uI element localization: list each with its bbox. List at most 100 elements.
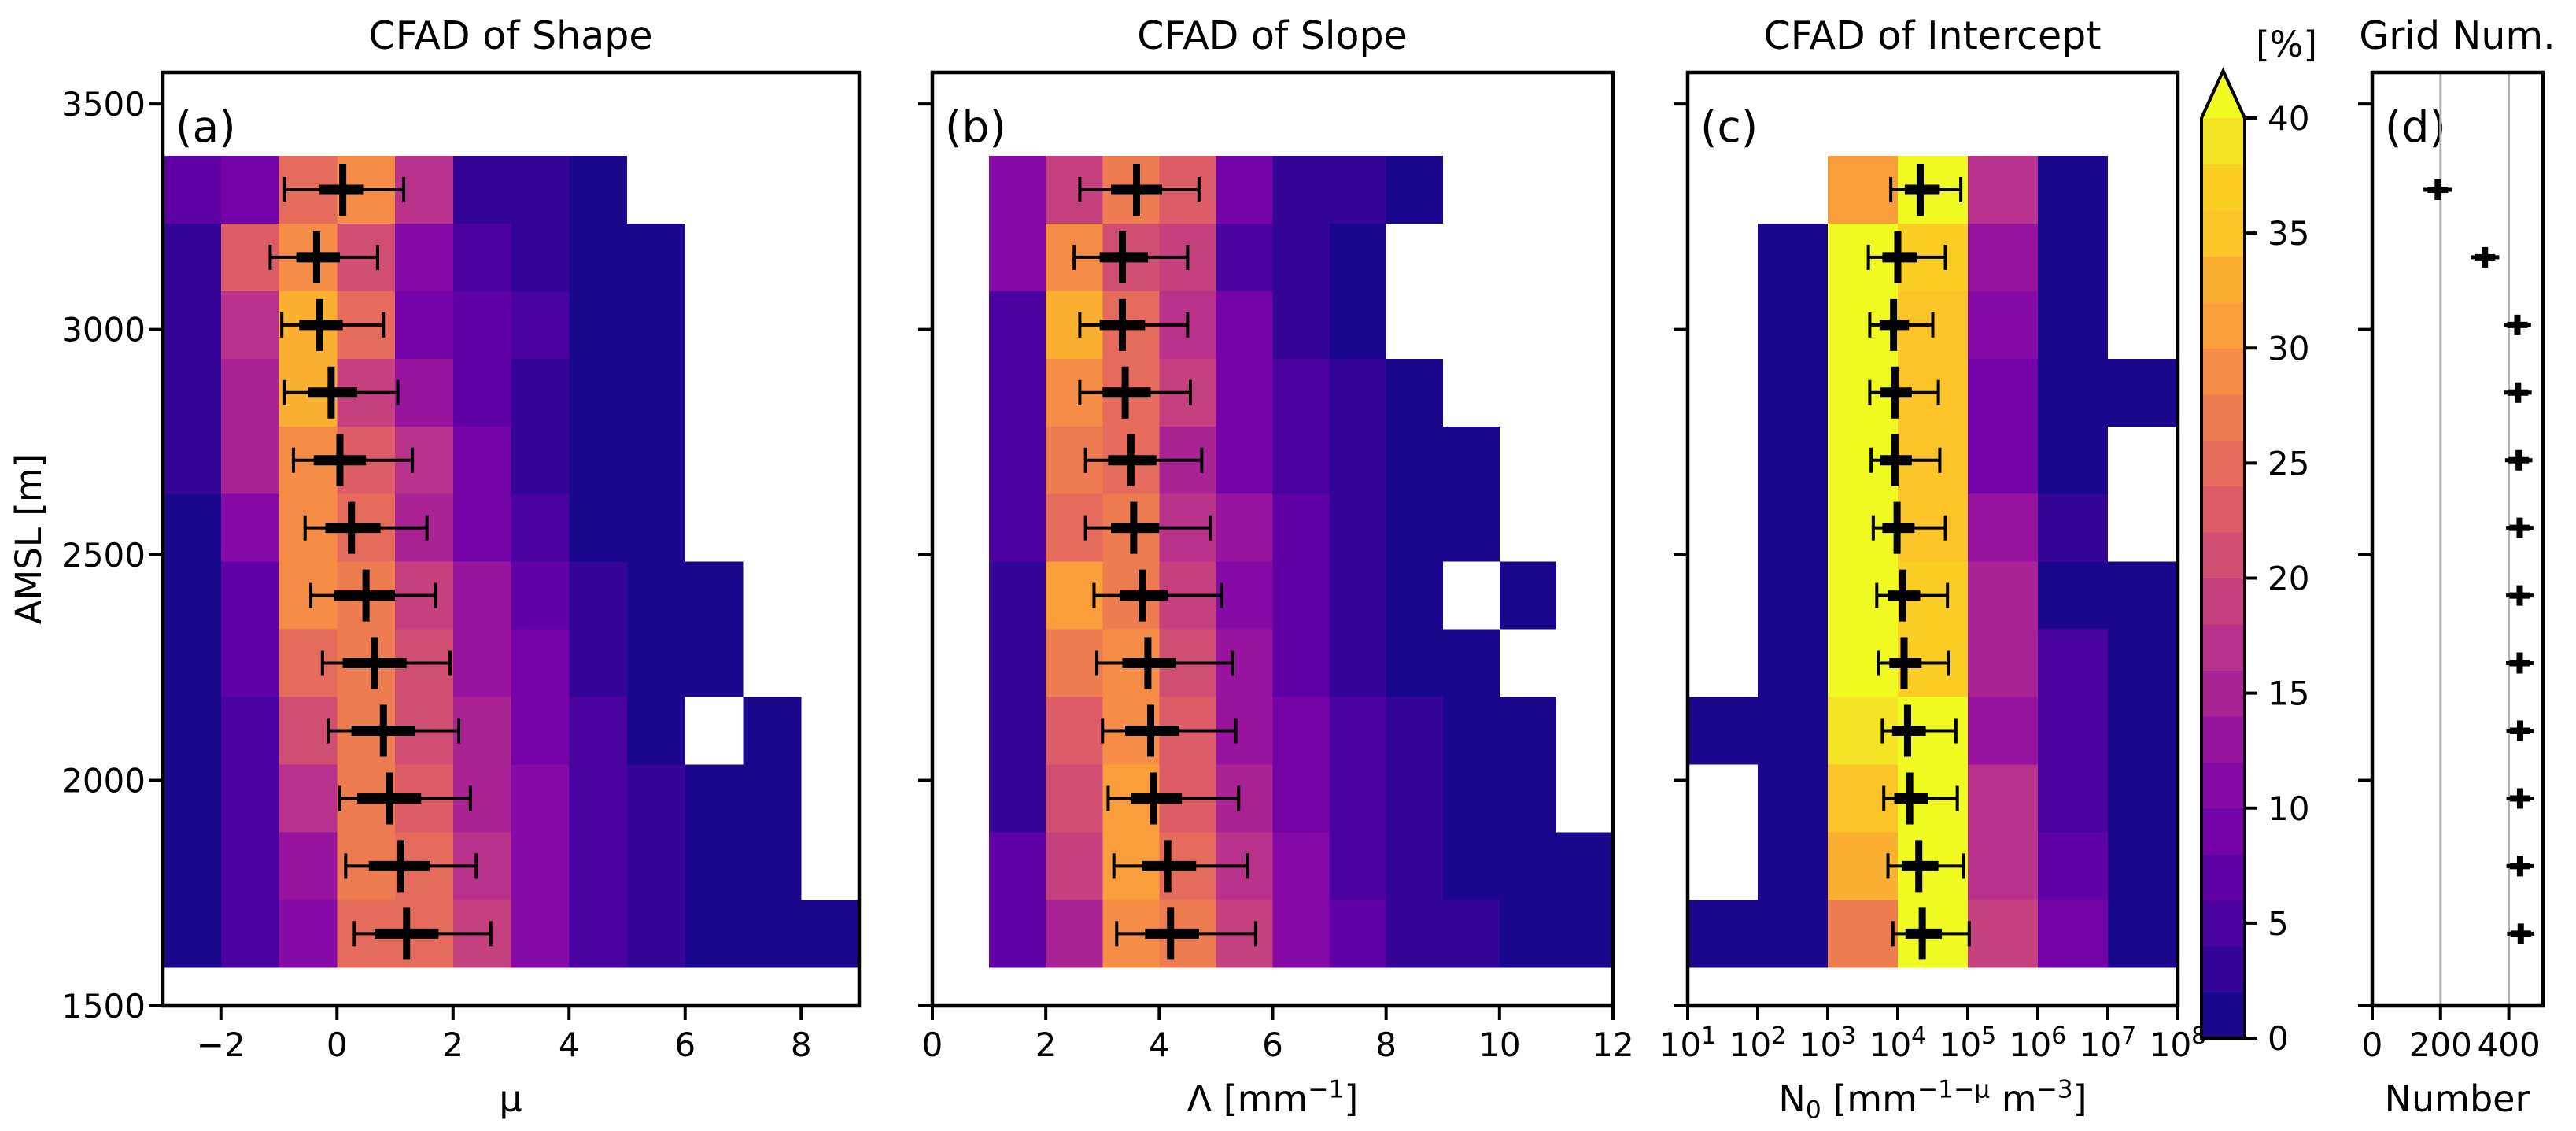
heatmap-cell	[1688, 900, 1758, 968]
heatmap-cell	[163, 764, 221, 833]
x-tick-label: 200	[2409, 1026, 2472, 1064]
x-tick-label: 0	[327, 1026, 348, 1064]
colorbar-band	[2201, 670, 2245, 717]
errorbar	[282, 163, 406, 216]
errorbar	[1882, 772, 1959, 825]
heatmap-cell	[1499, 832, 1556, 900]
heatmap-cell	[1386, 561, 1443, 630]
errorbar	[1083, 501, 1212, 554]
errorbar	[291, 434, 415, 486]
x-tick-label: 6	[674, 1026, 696, 1064]
heatmap-cell	[1968, 900, 2038, 968]
y-axis-label: AMSL [m]	[8, 454, 50, 625]
heatmap-cell	[1329, 832, 1386, 900]
heatmap-cell	[1386, 900, 1443, 968]
heatmap-cell	[1758, 629, 1828, 697]
heatmap-cell	[1499, 561, 1556, 630]
colorbar-tick-label: 30	[2268, 329, 2309, 368]
y-tick-label: 3500	[61, 85, 146, 124]
heatmap-cell	[685, 561, 744, 630]
colorbar-band	[2201, 118, 2245, 165]
heatmap-cell	[1968, 832, 2038, 900]
colorbar-tick-label: 0	[2268, 1019, 2289, 1058]
x-tick-label: 2	[442, 1026, 463, 1064]
heatmap-cell	[1329, 629, 1386, 697]
heatmap-cell	[1046, 832, 1103, 900]
y-tick-label: 3000	[61, 311, 146, 349]
panel-cfad-intercept: 101 102 103 104 105 106 107 108 N0 [mm−1−μ m−3]	[1659, 70, 2206, 1124]
x-tick-label: 400	[2478, 1026, 2541, 1064]
colorbar-band	[2201, 440, 2245, 487]
heatmap-cell	[1272, 493, 1330, 562]
errorbar	[1871, 501, 1947, 554]
colorbar-band	[2201, 946, 2245, 993]
heatmap-cell	[511, 493, 570, 562]
x-tick-label: 104	[1869, 1022, 1927, 1064]
colorbar-outline	[2200, 67, 2246, 1040]
heatmap-cell	[1758, 493, 1828, 562]
heatmap-cell	[685, 832, 744, 900]
heatmap-cell	[220, 426, 279, 494]
heatmap-cell	[743, 764, 802, 833]
heatmap-cell	[163, 493, 221, 562]
data-point	[2506, 652, 2534, 674]
heatmap-cell	[685, 629, 744, 697]
x-tick-label: 8	[791, 1026, 812, 1064]
heatmap-cell	[1758, 358, 1828, 427]
heatmap-cell	[2108, 358, 2178, 427]
heatmap-cell	[1272, 697, 1330, 765]
colorbar-tick-label: 25	[2268, 444, 2309, 482]
colorbar-band	[2201, 301, 2245, 349]
heatmap-cell	[1442, 697, 1500, 765]
heatmap-cell	[1442, 900, 1500, 968]
errorbar	[282, 366, 400, 419]
heatmap-cell	[1499, 900, 1556, 968]
panel-frame	[161, 70, 862, 1008]
heatmap-cell	[569, 561, 627, 630]
heatmap-cell	[1329, 290, 1386, 359]
panel-d-label: (d)	[2385, 102, 2446, 152]
heatmap-cell	[1272, 290, 1330, 359]
heatmap-cell	[1329, 426, 1386, 494]
errorbar	[1880, 704, 1958, 757]
colorbar-tick-label: 40	[2268, 99, 2309, 138]
heatmap-cell	[1758, 832, 1828, 900]
x-tick-label: 102	[1729, 1022, 1787, 1064]
heatmap-cell	[1758, 561, 1828, 630]
errorbar	[1877, 637, 1950, 689]
heatmap-cell	[220, 629, 279, 697]
heatmap-cell	[2038, 155, 2108, 224]
heatmap-cell	[163, 561, 221, 630]
heatmap-cell	[163, 223, 221, 291]
heatmap-cell	[395, 290, 453, 359]
errorbar	[1095, 637, 1235, 689]
heatmap-cell	[220, 764, 279, 833]
colorbar: 0 5 10 15 20 25 30 35 40	[2200, 67, 2309, 1058]
heatmap-cell	[569, 155, 627, 224]
heatmap-cell	[2108, 832, 2178, 900]
heatmap-cell	[989, 764, 1046, 833]
heatmap-cell	[1758, 900, 1828, 968]
errorbar	[280, 298, 386, 351]
x-tick-label: 4	[559, 1026, 580, 1064]
colorbar-band	[2201, 992, 2245, 1039]
heatmap-cell	[2038, 764, 2108, 833]
heatmap-cell	[1828, 832, 1898, 900]
errorbar	[1101, 704, 1238, 757]
colorbar-band	[2201, 209, 2245, 257]
heatmap-cell	[1329, 155, 1386, 224]
colorbar-tick-label: 15	[2268, 675, 2309, 713]
heatmap-cell	[220, 832, 279, 900]
heatmap-cell	[989, 290, 1046, 359]
heatmap-cell	[1046, 764, 1103, 833]
heatmap-cell	[2038, 832, 2108, 900]
heatmap-cell	[1442, 832, 1500, 900]
heatmap-cell	[163, 358, 221, 427]
errorbar	[1078, 163, 1201, 216]
heatmap-cell	[1758, 764, 1828, 833]
colorbar-band	[2201, 854, 2245, 901]
heatmap-cell	[511, 764, 570, 833]
heatmap-cell	[2038, 697, 2108, 765]
heatmap-cell	[1216, 223, 1273, 291]
heatmap-cell	[1968, 290, 2038, 359]
